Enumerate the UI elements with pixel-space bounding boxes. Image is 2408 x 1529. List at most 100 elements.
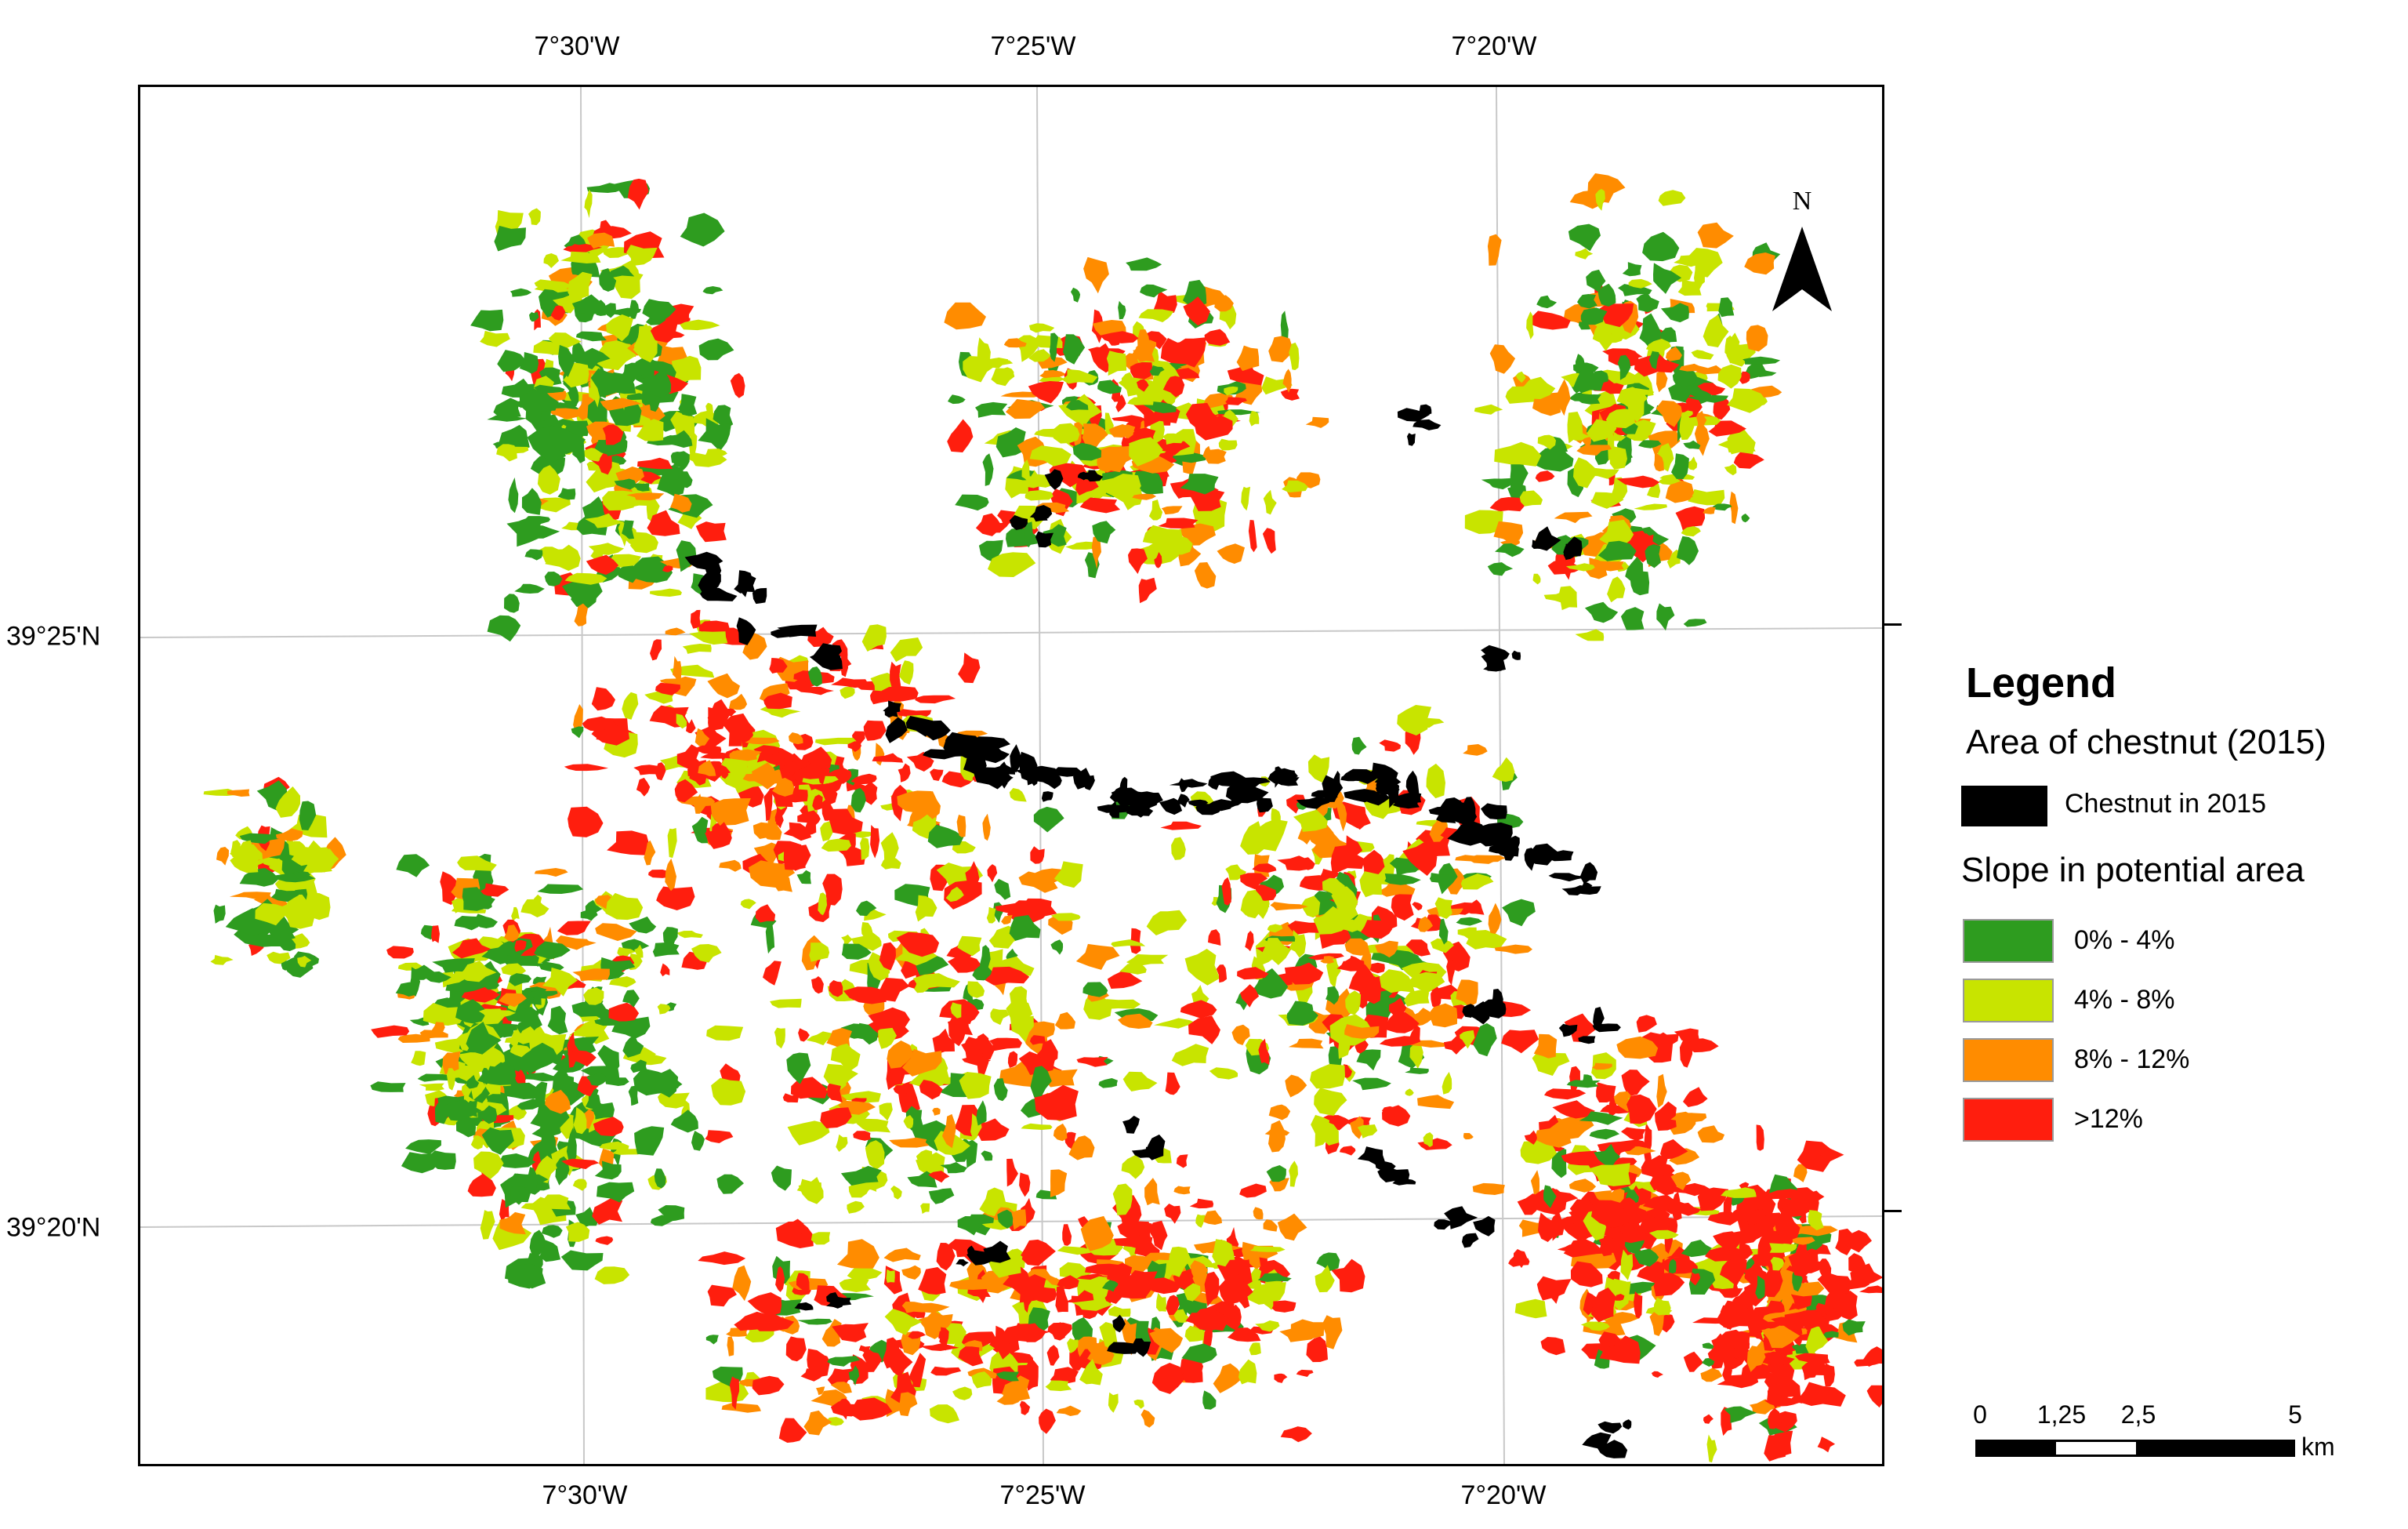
slope-patch — [1412, 902, 1423, 911]
slope-patch — [1356, 1049, 1381, 1071]
slope-patch — [275, 828, 303, 841]
slope-patch — [647, 510, 680, 536]
slope-patch — [1108, 1306, 1131, 1317]
slope-patch — [972, 963, 993, 981]
frame-tick-right-1 — [1884, 623, 1902, 626]
slope-patch — [1651, 1371, 1663, 1378]
slope-patch — [478, 1008, 516, 1018]
slope-patch — [626, 492, 665, 501]
slope-patch — [500, 1026, 514, 1038]
map-frame[interactable]: N — [138, 85, 1884, 1466]
slope-patch — [702, 286, 723, 295]
slope-patch — [1143, 1222, 1153, 1234]
slope-patch — [1543, 591, 1576, 604]
slope-patch — [797, 810, 821, 827]
slope-patch — [1844, 1229, 1872, 1253]
chestnut-patch — [1042, 772, 1062, 790]
chestnut-patch — [1050, 767, 1082, 777]
slope-patch — [1620, 607, 1645, 630]
slope-patch — [568, 806, 604, 837]
slope-patch — [944, 302, 986, 330]
slope-patch — [572, 1179, 587, 1191]
slope-patch — [1697, 1187, 1729, 1211]
slope-patch — [615, 260, 640, 300]
scale-label-5: 5 — [2288, 1400, 2302, 1429]
slope-patch — [1487, 562, 1514, 576]
slope-patch — [785, 1218, 804, 1239]
slope-patch — [1601, 1240, 1612, 1257]
slope-patch — [431, 925, 440, 943]
slope-patch — [528, 208, 541, 226]
slope-patch — [509, 973, 531, 986]
chestnut-patch — [738, 570, 753, 597]
slope-patch — [1577, 294, 1597, 309]
slope-patch — [1653, 1273, 1685, 1297]
slope-patch — [964, 1037, 985, 1051]
slope-patch — [988, 552, 1036, 577]
slope-patch — [863, 720, 887, 741]
slope-patch — [614, 478, 636, 490]
slope-patch — [1245, 931, 1254, 952]
slope-patch — [572, 968, 610, 982]
slope-patch — [1438, 863, 1458, 895]
slope-patch — [995, 427, 1026, 458]
slope-patch — [1035, 1039, 1058, 1063]
slope-patch — [650, 1215, 673, 1226]
slope-patch — [633, 764, 660, 775]
slope-patch — [583, 987, 604, 1005]
slope-patch — [1404, 990, 1430, 1007]
slope-patch — [1075, 943, 1120, 970]
slope-patch — [1019, 1172, 1031, 1197]
slope-patch — [811, 976, 824, 994]
slope-patch — [1357, 1124, 1378, 1139]
slope-patch — [1638, 440, 1662, 449]
slope-patch — [1337, 919, 1359, 932]
slope-patch — [1049, 332, 1059, 362]
slope-patch — [732, 1265, 752, 1302]
slope-patch — [787, 1120, 830, 1146]
slope-patch — [1034, 1084, 1079, 1120]
slope-patch — [558, 344, 575, 377]
slope-patch — [1054, 1011, 1075, 1030]
slope-patch — [1127, 397, 1154, 405]
legend-title: Legend — [1966, 659, 2117, 706]
slope-patch — [597, 1182, 635, 1203]
slope-patch — [820, 821, 835, 841]
slope-patch — [1733, 452, 1764, 469]
slope-patch — [1405, 972, 1445, 994]
slope-patch — [1231, 1024, 1250, 1045]
slope-patch — [1636, 1015, 1657, 1033]
slope-patch — [673, 451, 690, 470]
slope-patch — [840, 1165, 882, 1186]
slope-patch — [568, 1091, 578, 1100]
slope-patch — [501, 445, 529, 456]
slope-patch — [698, 760, 716, 776]
slope-map-canvas: N — [140, 87, 1882, 1464]
slope-patch — [510, 1044, 531, 1058]
slope-patch — [1681, 1240, 1715, 1258]
slope-patch — [1590, 561, 1624, 572]
slope-patch — [1053, 1123, 1068, 1142]
slope-patch — [1339, 1146, 1356, 1156]
slope-patch — [680, 319, 720, 331]
slope-patch — [1108, 1392, 1119, 1413]
slope-patch — [1093, 999, 1141, 1009]
slope-patch — [1717, 364, 1742, 389]
slope-patch — [270, 888, 299, 903]
slope-patch — [1474, 404, 1503, 415]
slope-patch — [1009, 788, 1027, 802]
slope-patch — [401, 1152, 441, 1174]
slope-patches — [203, 173, 1882, 1463]
slope-patch — [417, 1073, 455, 1082]
slope-patch — [1054, 861, 1083, 888]
slope-patch — [586, 460, 623, 493]
slope-patch — [847, 741, 861, 752]
slope-patch — [1262, 528, 1276, 554]
slope-patch — [796, 687, 834, 695]
slope-patch — [705, 1130, 734, 1143]
chestnut-patch — [1524, 848, 1537, 871]
slope-patch — [1065, 541, 1100, 550]
slope-patch — [916, 1149, 933, 1171]
slope-patch — [424, 971, 452, 983]
slope-patch — [1286, 794, 1307, 814]
